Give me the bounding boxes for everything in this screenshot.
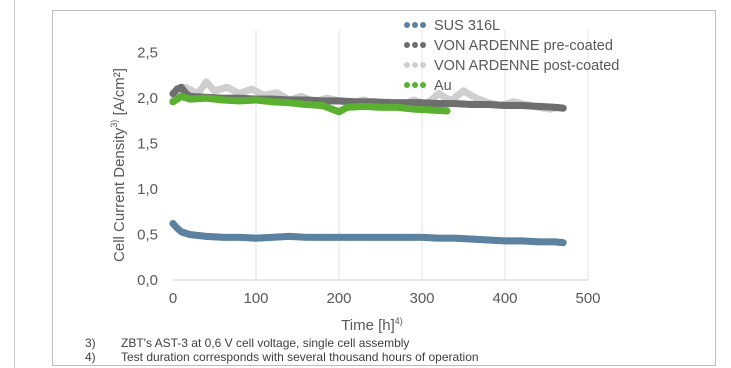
footnote-4-number: 4) <box>85 350 96 364</box>
x-axis-label: Time [h]4) <box>341 316 403 334</box>
legend-marker <box>404 62 410 68</box>
data-point <box>559 104 567 112</box>
y-tick-label: 0,0 <box>137 272 158 289</box>
legend-label: VON ARDENNE pre-coated <box>434 38 613 54</box>
footnote-4-text: Test duration corresponds with several t… <box>121 350 479 364</box>
legend-item: VON ARDENNE post-coated <box>404 58 619 74</box>
legend-label: Au <box>434 78 452 94</box>
footnote-3-number: 3) <box>85 336 96 350</box>
legend-marker <box>404 22 410 28</box>
x-tick-labels: 0 100 200 300 400 500 <box>169 290 601 307</box>
legend-marker <box>420 42 426 48</box>
legend-label: VON ARDENNE post-coated <box>434 58 619 74</box>
data-point <box>559 239 567 247</box>
y-tick-label: 1,0 <box>137 181 158 198</box>
footnote-3-text: ZBT's AST-3 at 0,6 V cell voltage, singl… <box>121 336 409 350</box>
legend-marker <box>420 22 426 28</box>
legend-marker <box>412 42 418 48</box>
figure-frame <box>52 10 716 366</box>
legend-marker <box>420 82 426 88</box>
legend-item: VON ARDENNE pre-coated <box>404 38 613 54</box>
y-tick-label: 1,5 <box>137 136 158 153</box>
x-tick-label: 400 <box>492 290 517 307</box>
x-tick-label: 0 <box>169 290 177 307</box>
y-tick-label: 2,5 <box>137 45 158 62</box>
x-tick-label: 300 <box>409 290 434 307</box>
left-panel-edge <box>0 0 15 368</box>
data-points <box>169 78 567 247</box>
legend-marker <box>412 62 418 68</box>
series-au <box>169 92 451 116</box>
legend-item: Au <box>404 78 452 94</box>
legend-marker <box>404 82 410 88</box>
y-tick-labels: 0,0 0,5 1,0 1,5 2,0 2,5 <box>137 45 158 289</box>
legend-marker <box>412 82 418 88</box>
legend-item: SUS 316L <box>404 18 500 34</box>
y-axis-label: Cell Current Density3) [A/cm²] <box>109 68 128 262</box>
legend: SUS 316L VON ARDENNE pre-coated VON ARDENN… <box>404 18 619 94</box>
y-tick-label: 2,0 <box>137 90 158 107</box>
legend-marker <box>420 62 426 68</box>
legend-marker <box>404 42 410 48</box>
y-tick-label: 0,5 <box>137 227 158 244</box>
x-tick-label: 200 <box>326 290 351 307</box>
legend-marker <box>412 22 418 28</box>
series-sus-316l <box>169 220 567 247</box>
x-tick-label: 100 <box>243 290 268 307</box>
data-point <box>443 107 451 115</box>
x-tick-label: 500 <box>575 290 600 307</box>
legend-label: SUS 316L <box>434 18 500 34</box>
